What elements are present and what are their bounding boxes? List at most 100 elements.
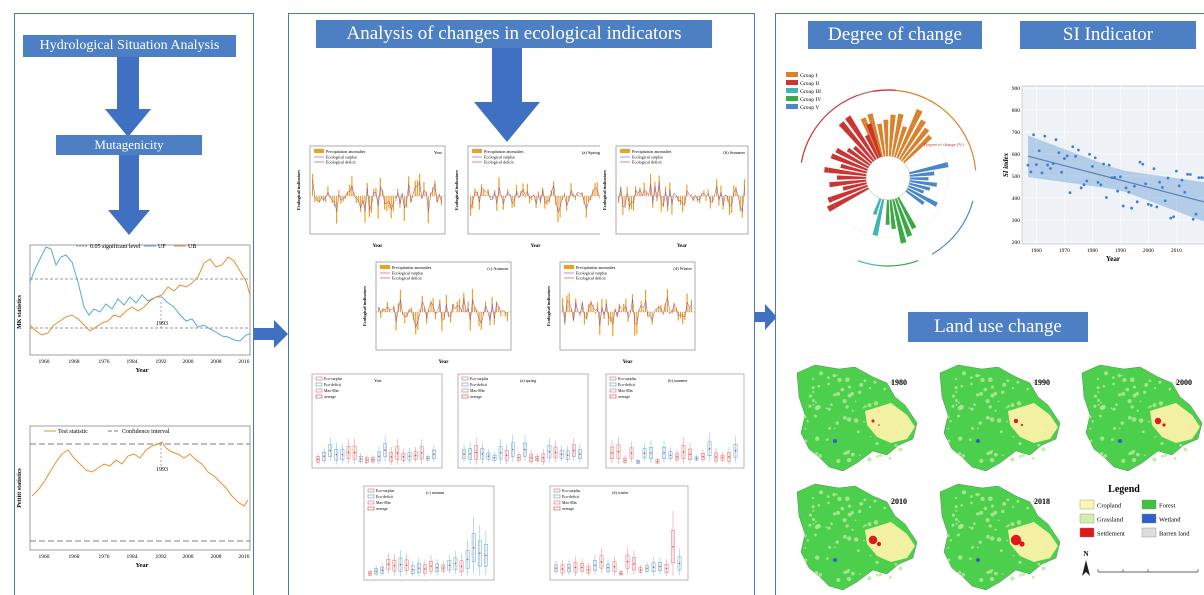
map-year-label: 2010 (891, 497, 907, 506)
anomaly-ylabel: Ecological indicators (546, 286, 551, 326)
anomaly-legend-deficit: Ecological deficit (576, 276, 606, 281)
legend-item-forest: Forest (1159, 503, 1175, 510)
mk-xtick: 2016 (239, 359, 250, 365)
mutagenicity-header: Mutagenicity (56, 135, 202, 155)
anomaly-xlabel: Year (531, 244, 542, 249)
si-ytick: 400 (1012, 196, 1021, 202)
anomaly-ylabel: Ecological indicators (296, 170, 301, 210)
boxplot-legend-item: Eco-deficit (470, 383, 488, 387)
land-use-header: Land use change (908, 312, 1088, 342)
pettitt-xtick: 1992 (156, 554, 167, 560)
mk-xlabel: Year (136, 367, 149, 374)
boxplot-legend-item: average (618, 395, 630, 399)
anomaly-legend-surplus: Ecological surplus (484, 155, 515, 160)
mk-uf-line (29, 246, 251, 342)
arrow-down-icon (108, 155, 150, 235)
anomaly-xlabel: Year (373, 244, 384, 249)
map-year-label: 1990 (1034, 378, 1050, 387)
anomaly-legend-surplus: Ecological surplus (632, 155, 663, 160)
pettitt-xtick: 2008 (211, 554, 222, 560)
boxplot-panel-tag: Year (374, 378, 382, 383)
boxplot-legend-item: average (376, 507, 388, 511)
boxplot-legend-item: Max-Min (618, 389, 633, 393)
si-xtick: 2010 (1171, 248, 1182, 254)
hydrological-analysis-header: Hydrological Situation Analysis (23, 35, 236, 57)
mk-xtick: 2008 (211, 359, 222, 365)
legend-item-wetland: Wetland (1159, 517, 1181, 524)
si-ytick: 900 (1012, 86, 1021, 92)
group-legend-item: Group V (800, 105, 819, 111)
arrow-right-icon (254, 320, 288, 348)
si-xtick: 2000 (1143, 248, 1154, 254)
map-year-label: 2000 (1176, 378, 1192, 387)
boxplot-legend-item: Max-Min (324, 389, 339, 393)
legend-item-barren-land: Barren land (1159, 531, 1190, 538)
boxplot-legend-item: Eco-surplus (618, 377, 637, 381)
degree-axis-label: Degree of change (%) (924, 142, 964, 147)
anomaly-panel-tag: Year (434, 150, 443, 155)
degree-radial-chart: Group I Group II Group III Group IV Group V D… (784, 70, 988, 274)
boxplot-legend-item: Eco-surplus (470, 377, 489, 381)
map-year-label: 2018 (1034, 497, 1050, 506)
anomaly-panel-tag: (a) Spring (582, 150, 601, 155)
mk-ylabel: MK statistics (17, 294, 23, 328)
group-legend-item: Group IV (800, 97, 821, 103)
si-xtick: 1990 (1115, 248, 1126, 254)
mk-xtick: 1960 (39, 359, 50, 365)
pettitt-xtick: 2000 (183, 554, 194, 560)
landuse-map-1990: 1990 (938, 363, 1070, 475)
anomaly-xlabel: Year (677, 244, 688, 249)
arrow-right-icon (755, 304, 777, 330)
boxplot-legend-item: Eco-surplus (562, 489, 581, 493)
si-indicator-header: SI Indicator (1020, 21, 1196, 49)
mk-chart: 0.05 significant level UF UB 1993 MK sta… (16, 237, 252, 379)
boxplot-legend-item: Eco-surplus (376, 489, 395, 493)
pettitt-chart: Test statistic Confidence interval 1993 … (16, 424, 252, 570)
si-xtick: 1980 (1087, 248, 1098, 254)
landuse-legend: Legend Cropland Forest Grassland Wetland Set… (1074, 480, 1204, 595)
boxplot-winter: Eco-surplus Eco-deficit Max-Min average (d) … (542, 484, 690, 590)
mk-legend-ub: UB (188, 244, 196, 250)
anomaly-xlabel: Year (623, 360, 634, 365)
pettitt-legend-ci: Confidence interval (122, 428, 170, 435)
north-arrow-icon (1082, 560, 1090, 576)
si-ytick: 200 (1012, 240, 1021, 246)
anomaly-legend-precip: Precipitation anomalies (576, 265, 616, 270)
anomaly-legend-deficit: Ecological deficit (484, 160, 514, 165)
boxplot-legend-item: Eco-deficit (618, 383, 636, 387)
boxplot-legend-item: Eco-surplus (324, 377, 343, 381)
boxplot-autumn: Eco-surplus Eco-deficit Max-Min average (c) … (356, 484, 496, 590)
anomaly-legend-precip: Precipitation anomalies (484, 149, 524, 154)
landuse-map-2000: 2000 (1080, 363, 1204, 475)
pettitt-xtick: 1984 (127, 554, 138, 560)
pettitt-xtick: 1968 (69, 554, 80, 560)
boxplot-legend-item: average (470, 395, 482, 399)
mk-legend-sig: 0.05 significant level (90, 243, 141, 250)
anomaly-legend-precip: Precipitation anomalies (632, 149, 672, 154)
boxplot-legend-item: Max-Min (562, 501, 577, 505)
mk-ub-line (29, 256, 251, 336)
boxplot-legend-item: Max-Min (470, 389, 485, 393)
landuse-map-2010: 2010 (795, 482, 927, 594)
group-legend-item: Group III (800, 89, 821, 95)
si-ytick: 500 (1012, 174, 1021, 180)
pettitt-stat-line (31, 441, 249, 507)
pettitt-xtick: 1976 (99, 554, 110, 560)
legend-item-cropland: Cropland (1097, 503, 1122, 510)
boxplot-legend-item: average (562, 507, 574, 511)
landuse-map-1980: 1980 (795, 363, 927, 475)
boxplot-legend-item: Max-Min (376, 501, 391, 505)
legend-item-grassland: Grassland (1097, 517, 1124, 524)
si-ytick: 700 (1012, 130, 1021, 136)
anomaly-ylabel: Ecological indicators (362, 286, 367, 326)
anomaly-ylabel: Ecological indicators (454, 170, 459, 210)
si-ytick: 600 (1012, 152, 1021, 158)
mk-xtick: 1976 (99, 359, 110, 365)
si-xtick: 1960 (1031, 248, 1042, 254)
mk-xtick: 1992 (156, 359, 167, 365)
boxplot-legend-item: Eco-deficit (324, 383, 342, 387)
